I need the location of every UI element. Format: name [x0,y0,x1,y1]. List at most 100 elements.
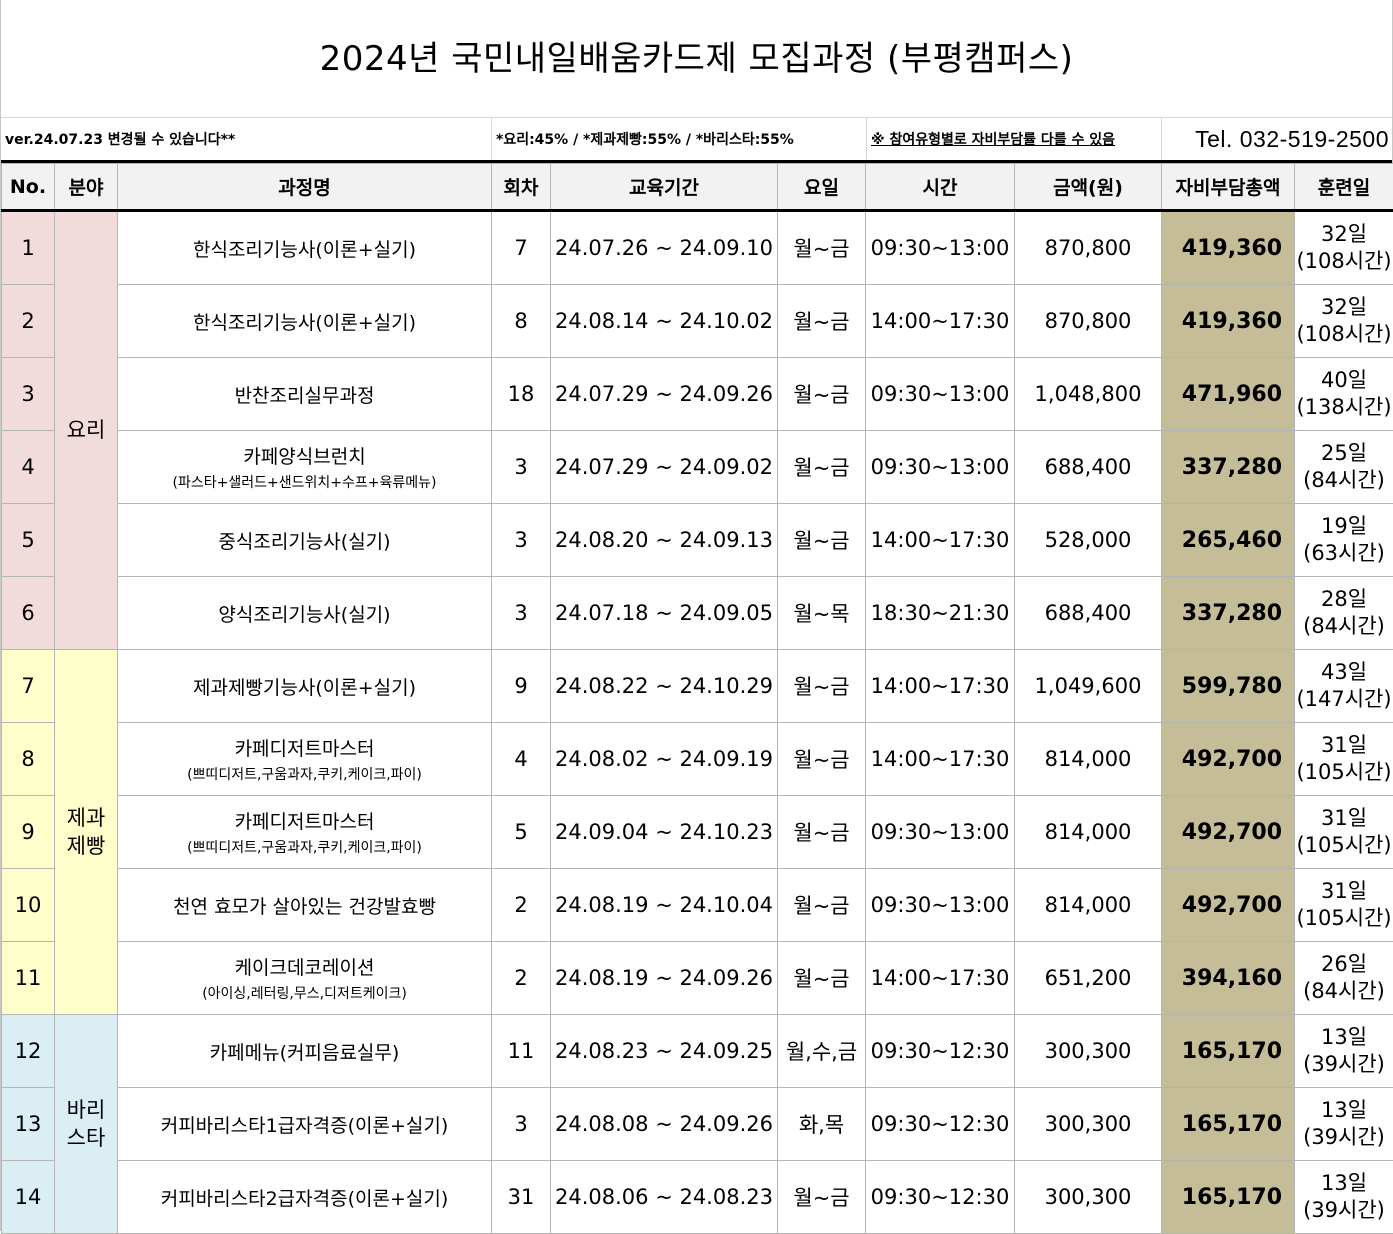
course-amount: 1,048,800 [1015,358,1162,431]
row-number: 1 [2,211,55,285]
field-label-line: 스타 [55,1124,117,1152]
header-time: 시간 [866,164,1015,211]
training-days: 43일 [1295,659,1393,686]
course-copay: 419,360 [1162,285,1295,358]
course-copay: 599,780 [1162,650,1295,723]
course-weekday: 월,수,금 [778,1015,866,1088]
course-amount: 688,400 [1015,431,1162,504]
course-weekday: 월~금 [778,285,866,358]
info-row: ver.24.07.23 변경될 수 있습니다** *요리:45% / *제과제… [1,118,1392,163]
course-name-cell: 커피바리스타2급자격증(이론+실기) [118,1161,492,1234]
course-round: 8 [492,285,551,358]
page-title: 2024년 국민내일배움카드제 모집과정 (부평캠퍼스) [320,31,1074,80]
course-name: 중식조리기능사(실기) [118,527,491,554]
course-copay: 165,170 [1162,1015,1295,1088]
course-name-cell: 제과제빵기능사(이론+실기) [118,650,492,723]
training-hours: (138시간) [1295,394,1393,421]
training-hours: (84시간) [1295,613,1393,640]
course-name: 제과제빵기능사(이론+실기) [118,673,491,700]
course-weekday: 월~금 [778,869,866,942]
course-time: 14:00~17:30 [866,650,1015,723]
telephone: Tel. 032-519-2500 [1161,118,1393,160]
title-row: 2024년 국민내일배움카드제 모집과정 (부평캠퍼스) [1,0,1392,118]
copay-ratio-note: *요리:45% / *제과제빵:55% / *바리스타:55% [491,118,866,160]
course-period: 24.08.23 ~ 24.09.25 [551,1015,778,1088]
course-round: 3 [492,577,551,650]
course-name-cell: 카페디저트마스터(쁘띠디저트,구움과자,쿠키,케이크,파이) [118,796,492,869]
training-days: 40일 [1295,367,1393,394]
training-days-cell: 40일(138시간) [1295,358,1393,431]
course-time: 09:30~13:00 [866,869,1015,942]
course-name: 천연 효모가 살아있는 건강발효빵 [118,892,491,919]
row-number: 14 [2,1161,55,1234]
training-days-cell: 31일(105시간) [1295,723,1393,796]
training-days: 31일 [1295,878,1393,905]
course-weekday: 월~목 [778,577,866,650]
course-time: 09:30~13:00 [866,358,1015,431]
course-subtitle: (쁘띠디저트,구움과자,쿠키,케이크,파이) [118,764,491,784]
course-period: 24.08.14 ~ 24.10.02 [551,285,778,358]
row-number: 6 [2,577,55,650]
course-weekday: 월~금 [778,1161,866,1234]
course-name-cell: 양식조리기능사(실기) [118,577,492,650]
training-days-cell: 13일(39시간) [1295,1161,1393,1234]
course-name: 카페양식브런치 [118,442,491,469]
course-round: 31 [492,1161,551,1234]
copay-variation-note: ※ 참여유형별로 자비부담률 다를 수 있음 [866,118,1161,160]
course-name-cell: 카페디저트마스터(쁘띠디저트,구움과자,쿠키,케이크,파이) [118,723,492,796]
row-number: 11 [2,942,55,1015]
row-number: 13 [2,1088,55,1161]
course-table: No. 분야 과정명 회차 교육기간 요일 시간 금액(원) 자비부담총액 훈련… [1,163,1393,1234]
course-amount: 814,000 [1015,869,1162,942]
course-round: 3 [492,1088,551,1161]
row-number: 4 [2,431,55,504]
course-amount: 528,000 [1015,504,1162,577]
training-hours: (147시간) [1295,686,1393,713]
training-days: 31일 [1295,732,1393,759]
course-amount: 300,300 [1015,1015,1162,1088]
header-copay: 자비부담총액 [1162,164,1295,211]
training-days-cell: 43일(147시간) [1295,650,1393,723]
course-copay: 165,170 [1162,1161,1295,1234]
course-amount: 300,300 [1015,1161,1162,1234]
training-days: 13일 [1295,1097,1393,1124]
training-hours: (108시간) [1295,321,1393,348]
row-number: 7 [2,650,55,723]
training-days-cell: 32일(108시간) [1295,285,1393,358]
course-period: 24.07.26 ~ 24.09.10 [551,211,778,285]
field-cook: 요리 [55,211,118,650]
header-field: 분야 [55,164,118,211]
field-label-line: 요리 [55,416,117,444]
training-hours: (39시간) [1295,1051,1393,1078]
course-name: 카페디저트마스터 [118,807,491,834]
course-name: 케이크데코레이션 [118,953,491,980]
course-round: 11 [492,1015,551,1088]
header-weekday: 요일 [778,164,866,211]
course-copay: 492,700 [1162,796,1295,869]
course-name: 커피바리스타1급자격증(이론+실기) [118,1111,491,1138]
course-subtitle: (아이싱,레터링,무스,디저트케이크) [118,983,491,1003]
course-name-cell: 한식조리기능사(이론+실기) [118,211,492,285]
course-weekday: 화,목 [778,1088,866,1161]
course-amount: 814,000 [1015,723,1162,796]
course-period: 24.08.20 ~ 24.09.13 [551,504,778,577]
course-name-cell: 케이크데코레이션 (아이싱,레터링,무스,디저트케이크) [118,942,492,1015]
row-number: 10 [2,869,55,942]
course-amount: 870,800 [1015,285,1162,358]
header-period: 교육기간 [551,164,778,211]
training-days-cell: 31일(105시간) [1295,869,1393,942]
course-weekday: 월~금 [778,796,866,869]
training-days: 32일 [1295,221,1393,248]
row-number: 12 [2,1015,55,1088]
row-number: 8 [2,723,55,796]
